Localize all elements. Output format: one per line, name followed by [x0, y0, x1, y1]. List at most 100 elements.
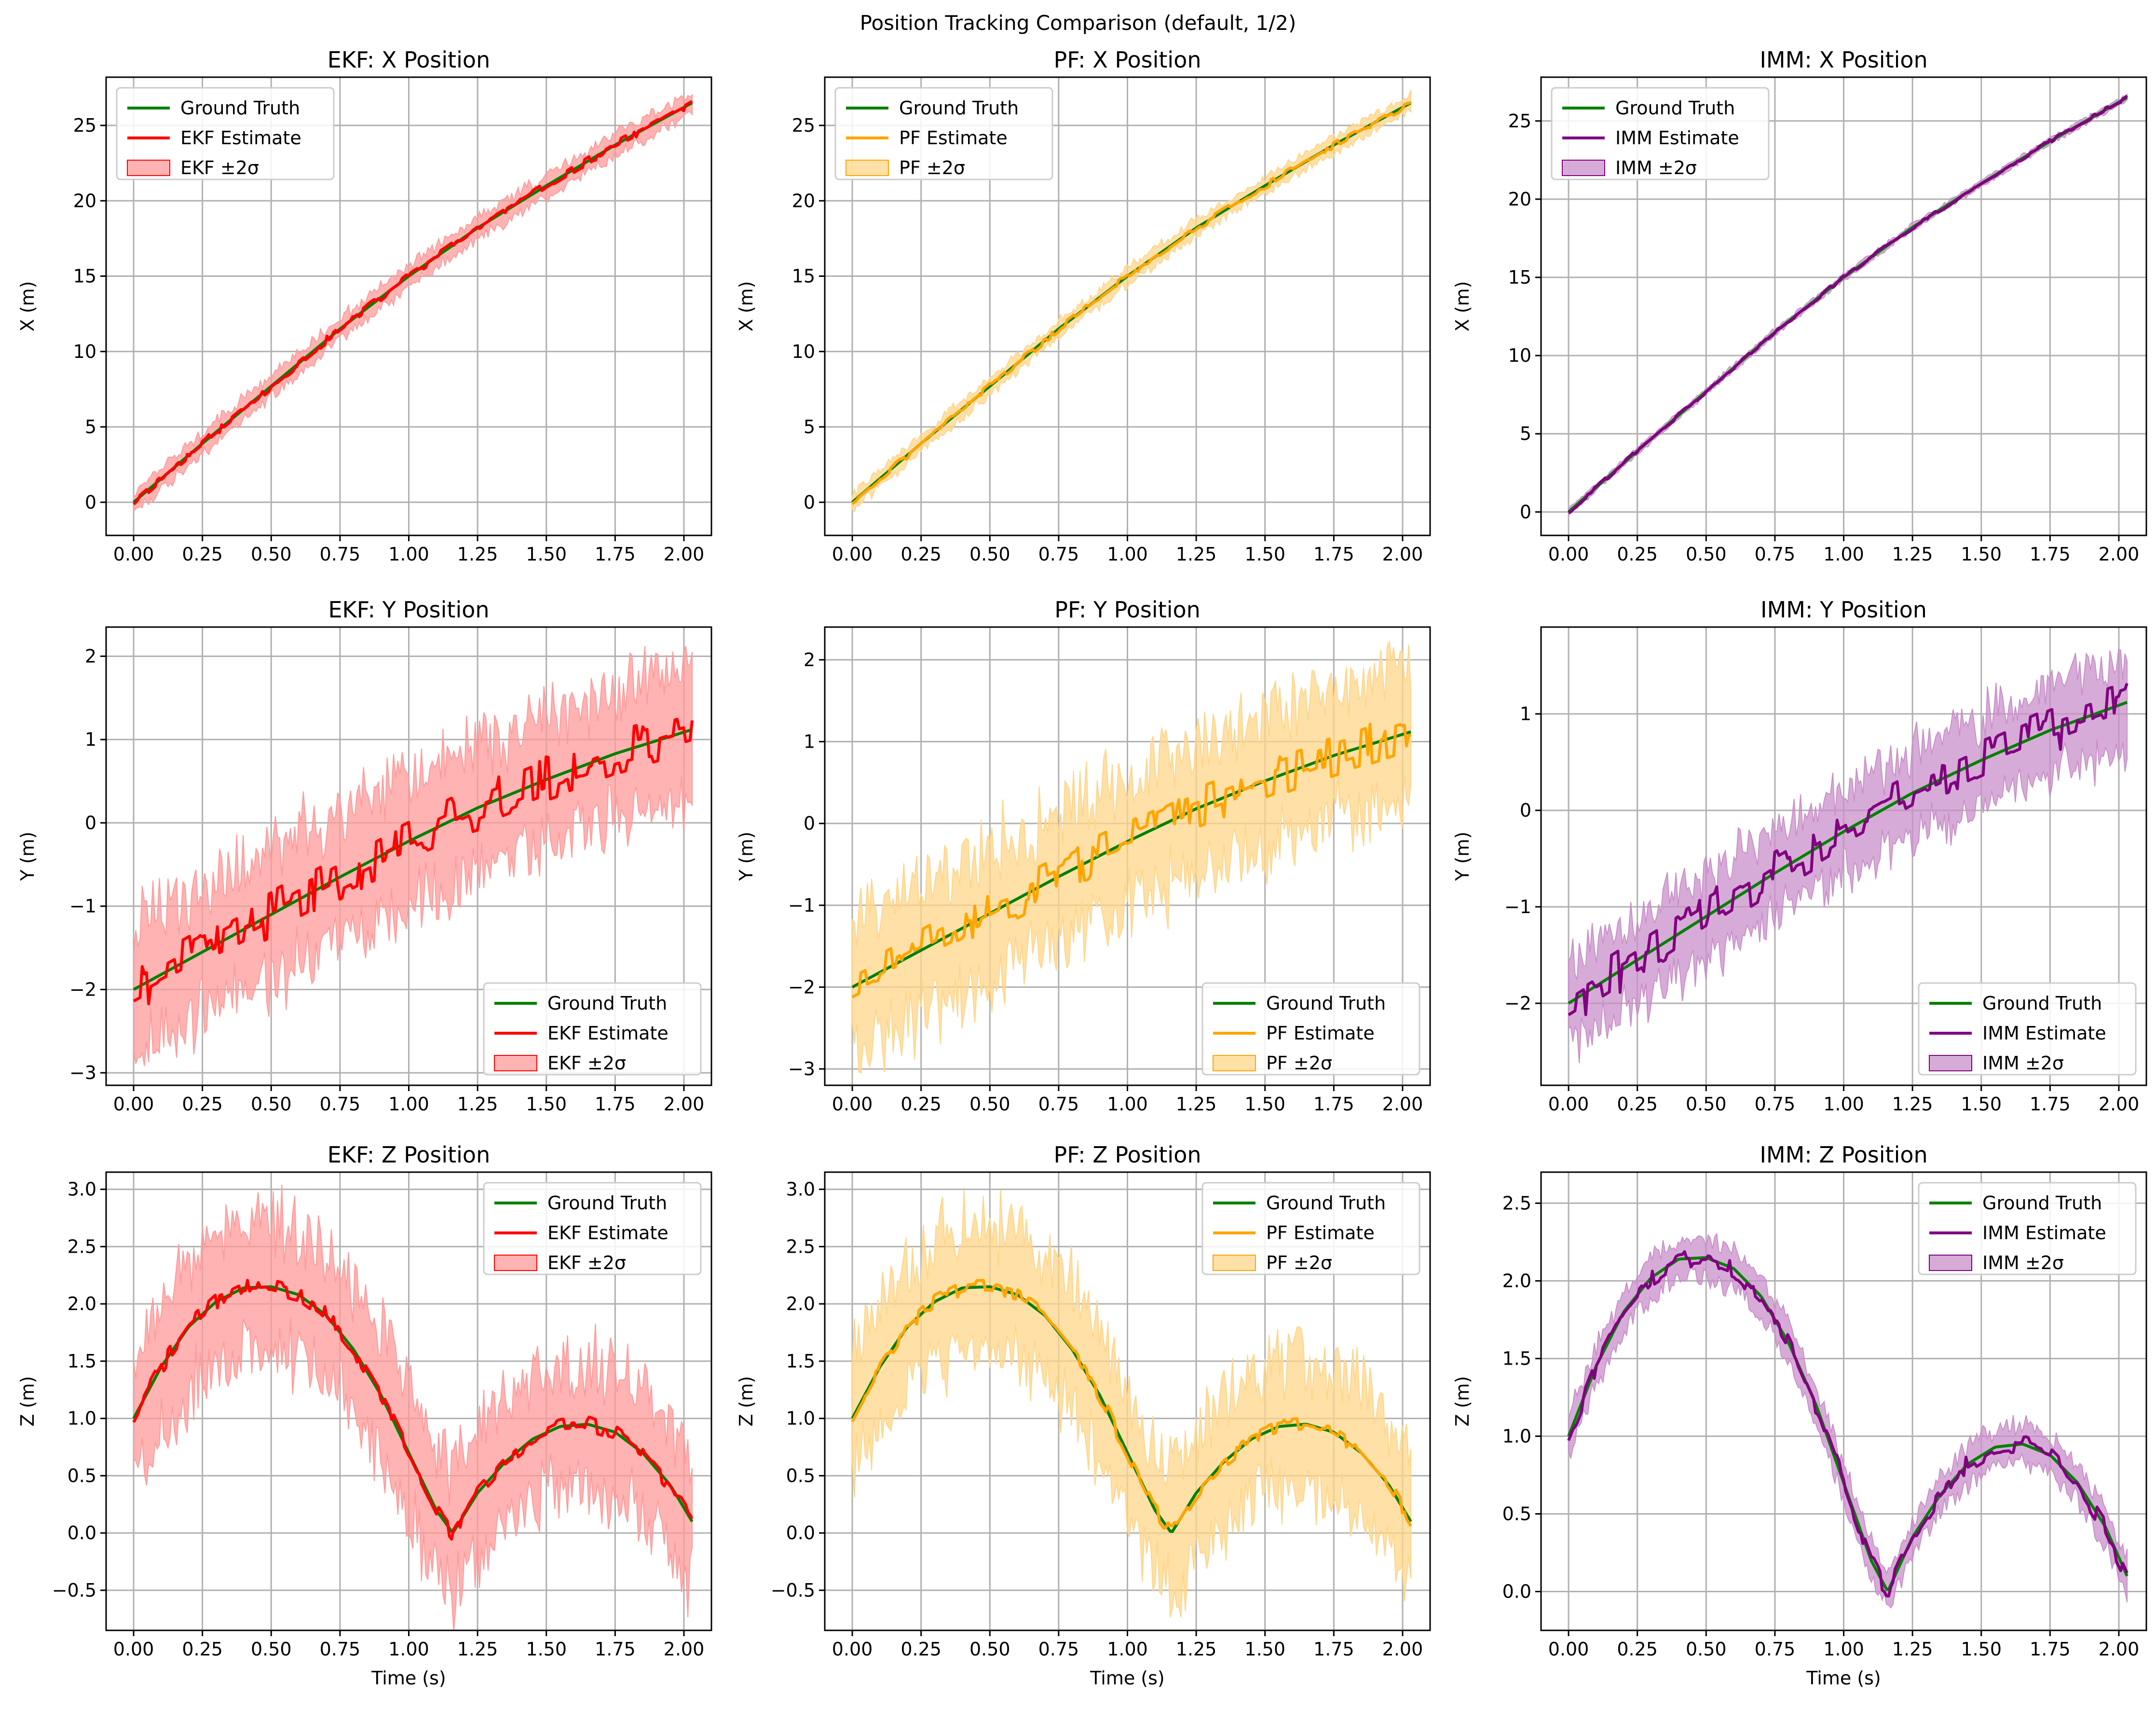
axes-frame — [824, 626, 1431, 1086]
axes-frame — [105, 626, 712, 1086]
legend-label: IMM ±2σ — [1982, 1252, 2064, 1273]
x-tick-label: 1.75 — [595, 544, 636, 565]
x-axis-label: Time (s) — [1806, 1668, 1881, 1689]
y-tick-label: 1 — [804, 731, 815, 752]
y-tick-label: 1.5 — [786, 1351, 815, 1372]
axes-frame — [105, 76, 712, 536]
legend-label: PF Estimate — [1266, 1222, 1375, 1244]
x-tick-label: 0.00 — [832, 544, 873, 565]
y-axis-label: Z (m) — [1452, 1376, 1473, 1427]
subplot-pf-y: PF: Y Position 0.00 0.25 0.50 0.75 1.00 1.25 1.… — [736, 597, 1431, 1115]
legend-label: EKF ±2σ — [547, 1252, 626, 1273]
y-tick-label: 2.0 — [786, 1293, 815, 1314]
legend-box — [1918, 982, 2137, 1076]
y-axis-label: Z (m) — [736, 1376, 757, 1427]
estimate-line-ekf — [133, 717, 694, 1006]
plot-area — [133, 646, 694, 1066]
x-tick-label: 2.00 — [1382, 544, 1423, 565]
x-tick-label: 0.75 — [320, 544, 361, 565]
y-tick-label: −3 — [788, 1058, 815, 1080]
y-tick-label: 5 — [85, 416, 96, 438]
x-tick-label: 1.00 — [1107, 1094, 1148, 1115]
x-tick-label: 0.00 — [113, 1639, 154, 1660]
x-tick-label: 0.75 — [1755, 1094, 1796, 1115]
subplot-title: PF: Z Position — [1054, 1142, 1201, 1168]
x-tick-label: 0.50 — [969, 1639, 1010, 1660]
x-tick-label: 0.25 — [901, 1639, 942, 1660]
legend-label: EKF ±2σ — [180, 157, 259, 178]
x-tick-label: 1.00 — [1107, 544, 1148, 565]
x-tick-label: 1.75 — [1313, 1639, 1354, 1660]
x-tick-label: 0.50 — [969, 1094, 1010, 1115]
x-tick-label: 0.50 — [251, 1639, 292, 1660]
x-tick-label: 0.25 — [1617, 1639, 1658, 1660]
legend-swatch-band — [846, 160, 889, 176]
x-tick-label: 0.25 — [1617, 544, 1658, 565]
x-tick-label: 1.25 — [1892, 544, 1933, 565]
y-tick-label: 10 — [792, 341, 815, 362]
legend-label: PF ±2σ — [1266, 1252, 1332, 1273]
legend: Ground Truth IMM Estimate IMM ±2σ — [1918, 1182, 2137, 1275]
y-axis-label: Y (m) — [17, 832, 38, 881]
x-tick-label: 1.50 — [526, 1639, 567, 1660]
x-tick-label: 0.25 — [182, 1639, 223, 1660]
x-tick-label: 1.50 — [1244, 1094, 1285, 1115]
y-tick-label: 0.5 — [786, 1465, 815, 1486]
legend-label: EKF Estimate — [547, 1023, 669, 1044]
x-tick-label: 1.50 — [1244, 544, 1285, 565]
x-tick-label: 0.25 — [901, 544, 942, 565]
y-tick-label: 3.0 — [68, 1179, 96, 1200]
legend-label: Ground Truth — [899, 97, 1019, 119]
legend-swatch-band — [1929, 1055, 1972, 1071]
x-tick-label: 0.75 — [320, 1094, 361, 1115]
x-tick-label: 1.75 — [595, 1639, 636, 1660]
estimate-line-ekf — [133, 100, 693, 506]
subplot-imm-x: IMM: X Position 0.00 0.25 0.50 0.75 1.00 1.25 1… — [1452, 47, 2147, 565]
y-tick-label: 10 — [1508, 345, 1531, 366]
estimate-line-imm — [1567, 1250, 2129, 1598]
x-tick-label: 0.75 — [1038, 1639, 1079, 1660]
legend-swatch-band — [1213, 1255, 1256, 1271]
plot-area — [1568, 649, 2129, 1064]
plot-area — [132, 1185, 694, 1630]
x-tick-label: 0.00 — [113, 1094, 154, 1115]
x-tick-label: 0.50 — [251, 1094, 292, 1115]
legend-label: IMM Estimate — [1982, 1222, 2106, 1244]
x-tick-label: 1.25 — [1892, 1639, 1933, 1660]
y-tick-label: 25 — [792, 115, 815, 136]
y-tick-label: 1 — [85, 729, 96, 750]
x-tick-label: 0.50 — [251, 544, 292, 565]
x-tick-label: 1.75 — [2030, 544, 2071, 565]
legend-label: PF ±2σ — [899, 157, 965, 178]
legend-box — [483, 982, 702, 1076]
axes-frame — [1540, 1171, 2147, 1631]
x-tick-label: 0.75 — [1038, 544, 1079, 565]
x-tick-label: 1.00 — [1823, 544, 1864, 565]
legend-label: Ground Truth — [180, 97, 300, 119]
x-tick-label: 2.00 — [664, 1094, 705, 1115]
legend-box — [483, 1182, 702, 1275]
subplot-title: IMM: Y Position — [1760, 597, 1927, 623]
y-tick-label: 2 — [804, 649, 815, 670]
y-tick-label: 2.0 — [1502, 1270, 1531, 1291]
x-tick-label: 1.50 — [1961, 1094, 2002, 1115]
y-tick-label: 0.5 — [1502, 1503, 1531, 1524]
y-tick-label: 20 — [792, 190, 815, 211]
x-tick-label: 0.75 — [1755, 1639, 1796, 1660]
plot-area — [851, 640, 1412, 1074]
x-tick-label: 1.50 — [1244, 1639, 1285, 1660]
legend-swatch-band — [127, 160, 170, 176]
y-tick-label: 3.0 — [786, 1179, 815, 1200]
y-tick-label: 1 — [1520, 703, 1531, 725]
x-tick-label: 0.50 — [1686, 544, 1727, 565]
y-axis-label: X (m) — [1452, 281, 1473, 332]
estimate-line-imm — [1568, 95, 2129, 514]
y-tick-label: −1 — [788, 895, 815, 916]
legend-label: Ground Truth — [547, 1192, 667, 1214]
y-tick-label: 15 — [1508, 267, 1531, 288]
x-tick-label: 0.00 — [1548, 1094, 1589, 1115]
legend-label: Ground Truth — [1266, 993, 1386, 1014]
x-tick-label: 1.25 — [1176, 1639, 1217, 1660]
y-axis-label: X (m) — [17, 281, 38, 332]
